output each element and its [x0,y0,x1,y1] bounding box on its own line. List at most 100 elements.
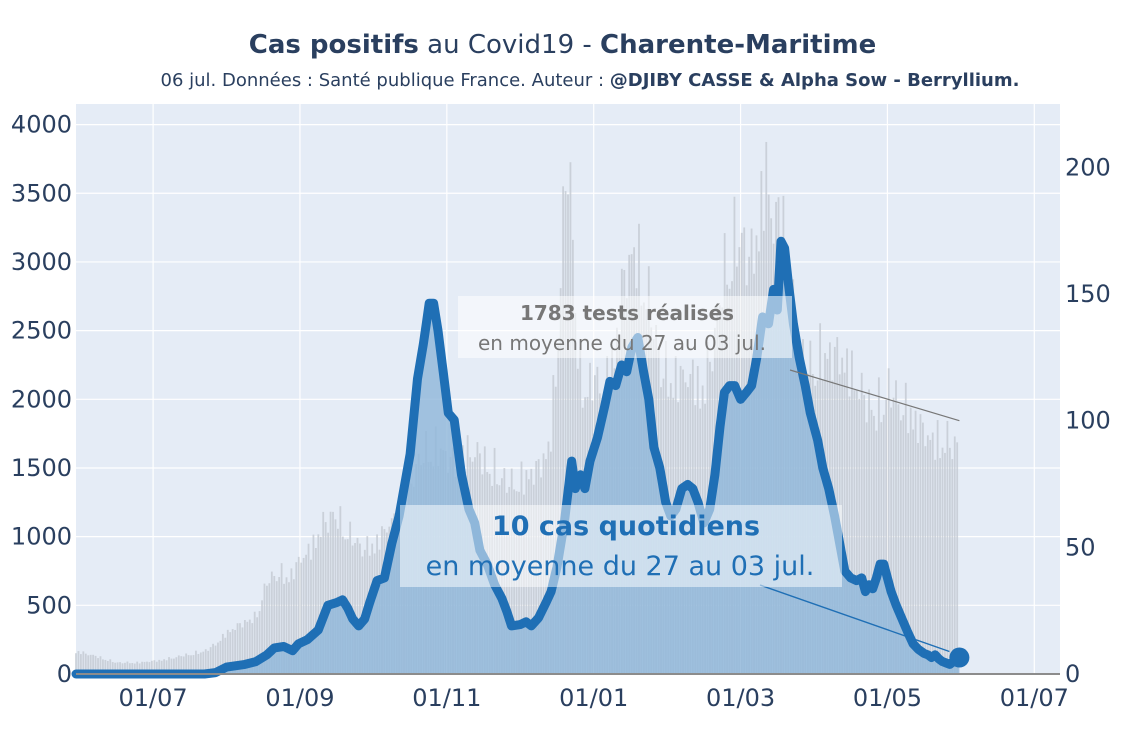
subtitle-author: @DJIBY CASSE & Alpha Sow - Berryllium. [609,70,1020,91]
tests-annotation-arrow [789,369,960,422]
tests-bar [359,543,361,674]
tests-bar [846,348,848,674]
tests-bar [887,368,890,674]
tests-bar [305,554,307,674]
y-left-tick-label: 3000 [11,248,72,276]
tests-bar [131,662,134,674]
tests-bar [875,430,878,674]
y-left-tick-label: 1000 [11,523,72,551]
tests-bar [182,656,185,674]
cases-annotation-box [400,505,842,587]
tests-bar [199,652,202,674]
tests-bar [349,521,352,674]
tests-bar [143,661,146,674]
tests-bar [931,432,934,674]
tests-bar [99,656,102,674]
y-left-tick-label: 0 [57,660,72,688]
tests-bar [241,627,244,674]
tests-bar [104,659,107,674]
title-middle-part: au Covid19 - [418,30,601,60]
tests-bar [253,611,256,674]
tests-bar [106,660,109,674]
tests-bar [924,446,927,674]
y-left-tick-label: 2500 [11,317,72,345]
tests-bar [75,653,77,674]
tests-bar [180,656,183,674]
tests-bar [266,585,268,674]
tests-bar [209,647,212,674]
tests-bar [914,410,917,674]
x-tick-label: 01/07 [1000,684,1069,712]
tests-bar [295,562,298,674]
tests-bar [339,506,342,674]
tests-bar [175,657,178,674]
tests-bar [226,629,229,674]
tests-bar [229,632,232,674]
tests-bar [322,511,325,674]
cases-end-marker [949,647,970,668]
tests-bar [892,397,895,674]
tests-bar [855,389,858,674]
tests-bar [317,534,320,674]
tests-bar [897,404,900,674]
cases-annotation-title: 10 cas quotidiens [492,511,760,542]
tests-bar [877,377,880,674]
tests-bar [138,663,141,674]
tests-bar [283,583,285,674]
x-tick-label: 01/01 [559,684,628,712]
tests-bar [197,653,200,674]
x-tick-label: 01/03 [706,684,775,712]
cases-annotation-text: en moyenne du 27 au 03 jul. [426,551,815,582]
subtitle-source-text: 06 jul. Données : Santé publique France.… [160,70,610,91]
tests-bar [319,536,322,674]
tests-bar [324,522,327,674]
tests-bar [885,399,888,674]
tests-bar [82,651,85,674]
tests-bar [268,583,271,674]
y-left-tick-label: 1500 [11,454,72,482]
tests-annotation-title: 1783 tests réalisés [520,301,734,325]
y-right-tick-label: 150 [1065,280,1111,308]
tests-bar [280,563,283,674]
tests-bar [121,663,124,674]
tests-bar [907,433,910,674]
tests-bar [124,662,126,674]
tests-bar [946,420,949,674]
tests-bar [273,575,276,674]
tests-bar [155,661,158,674]
tests-bar [153,660,156,674]
y-right-tick-label: 0 [1065,660,1080,688]
x-tick-label: 01/11 [412,684,481,712]
tests-bar [567,194,569,674]
tests-bar [214,645,217,674]
tests-annotation-box [458,296,792,358]
title-bold-part-2: Charente-Maritime [600,30,877,60]
tests-bar [929,439,932,674]
tests-bar [873,415,875,674]
title-bold-part-1: Cas positifs [248,30,419,60]
y-axis-right: 0 50 100 150 200 [1065,153,1111,688]
tests-bar [190,655,192,674]
tests-bar [288,582,290,674]
chart-title: Cas positifs au Covid19 - Charente-Marit… [0,30,1125,60]
tests-bar [92,654,95,674]
tests-bar [953,436,956,674]
y-right-tick-label: 200 [1065,153,1111,181]
tests-bar [334,519,337,674]
tests-bar [212,643,214,674]
x-tick-label: 01/07 [119,684,188,712]
tests-bar [848,396,851,674]
tests-bar [111,662,114,674]
tests-bar [84,653,87,674]
tests-bar [224,637,227,674]
tests-bar [94,655,97,674]
tests-bar [170,658,173,674]
tests-bar [136,661,139,674]
x-tick-label: 01/09 [265,684,334,712]
tests-bar [895,380,897,674]
tests-bar [919,414,922,674]
tests-bar [356,537,359,674]
chart-subtitle: 06 jul. Données : Santé publique France.… [0,70,1125,91]
tests-bar [79,654,82,674]
